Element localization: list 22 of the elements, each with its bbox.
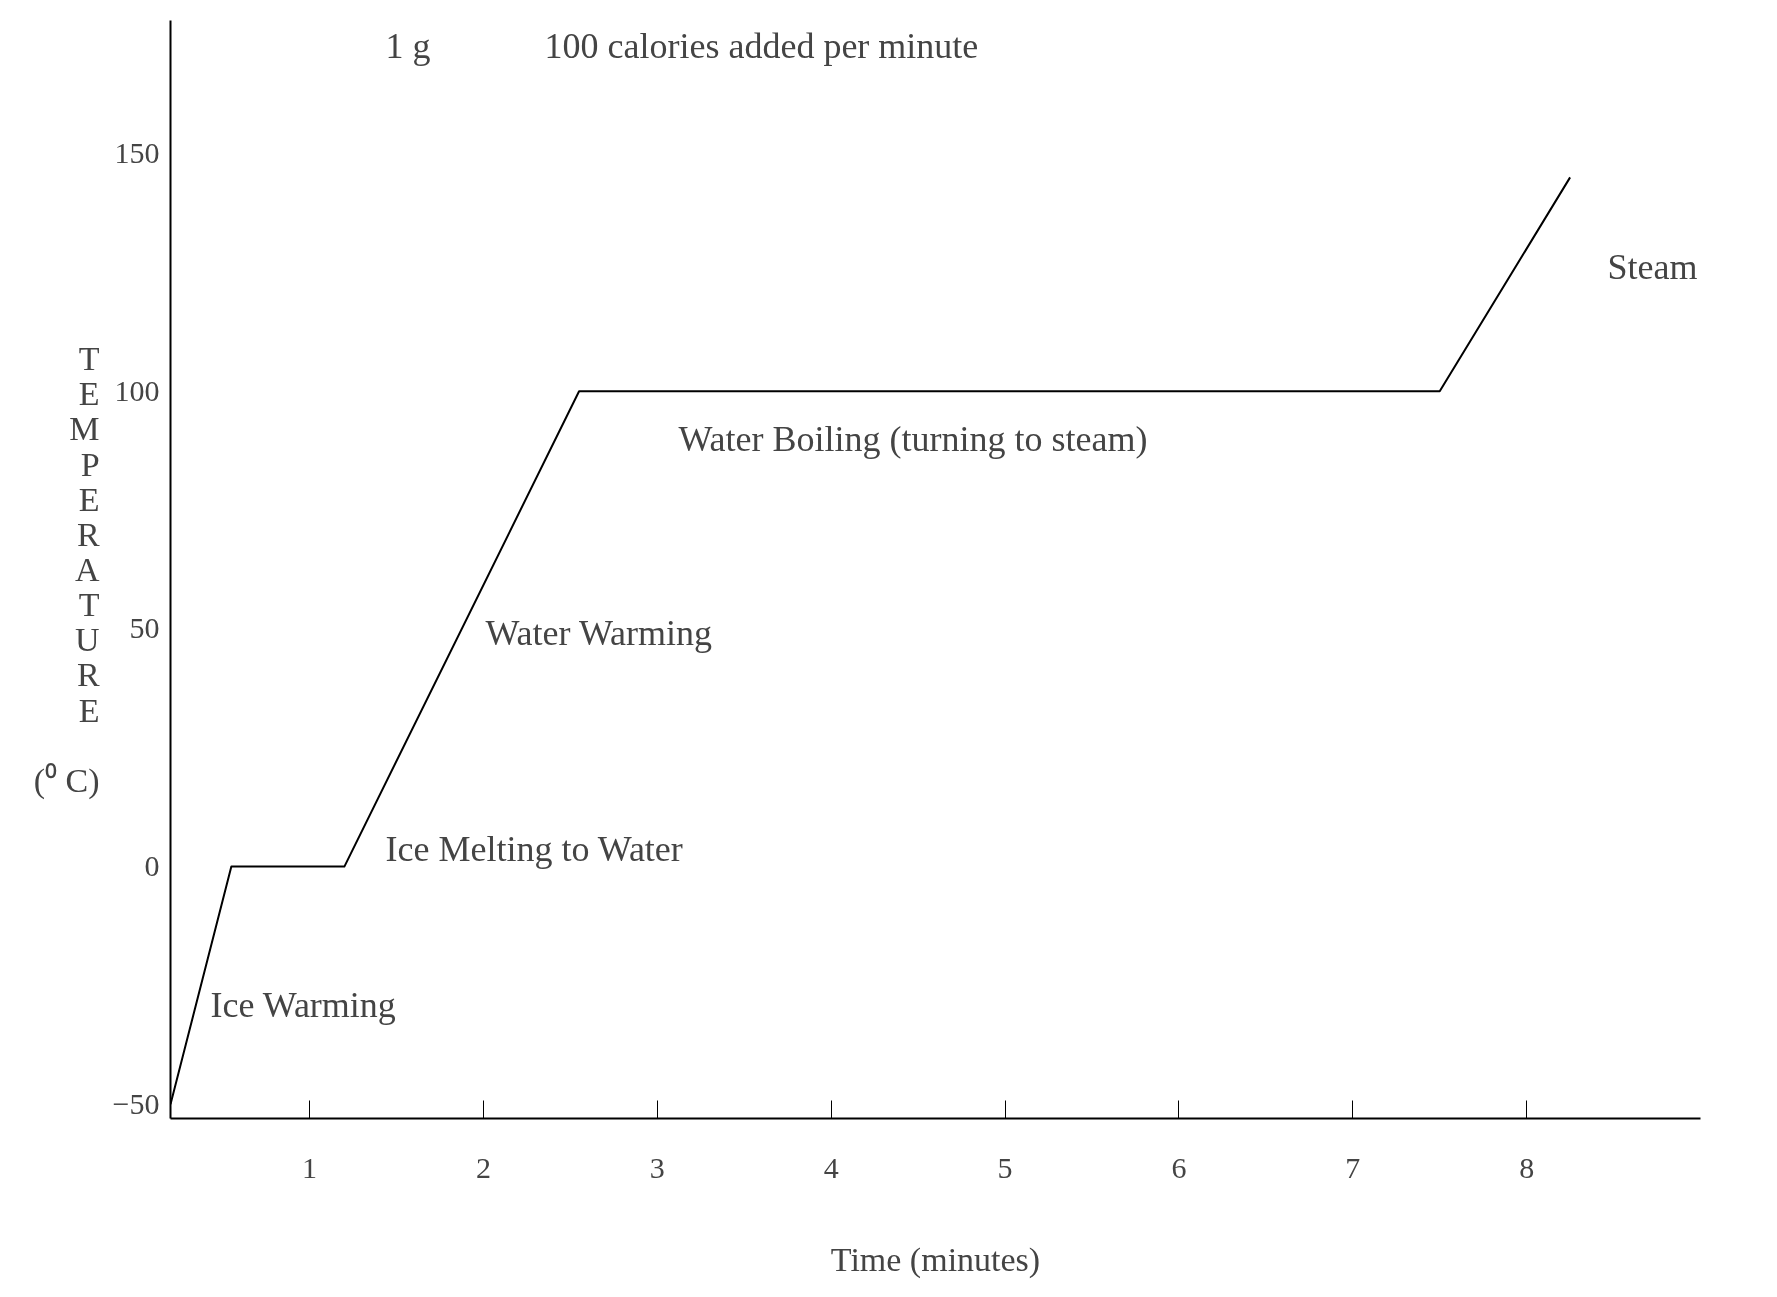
- y-tick-label: 0: [144, 849, 160, 883]
- annotation: 100 calories added per minute: [544, 25, 979, 66]
- x-axis-title: Time (minutes): [830, 1240, 1041, 1279]
- annotation: Steam: [1607, 246, 1698, 287]
- annotation: Ice Melting to Water: [385, 828, 683, 869]
- x-tick-label: 2: [475, 1150, 491, 1184]
- text: TEMPERATURE (⁰ C): [33, 340, 100, 799]
- x-tick-label: 4: [823, 1150, 839, 1184]
- annotation: Water Boiling (turning to steam): [678, 418, 1148, 459]
- y-tick-label: −50: [112, 1086, 160, 1120]
- x-tick-label: 6: [1171, 1150, 1187, 1184]
- y-tick-label: 100: [114, 373, 160, 407]
- x-tick-label: 5: [997, 1150, 1013, 1184]
- y-tick-label: 50: [129, 611, 160, 645]
- annotation: Water Warming: [485, 612, 712, 653]
- annotation: Ice Warming: [210, 984, 396, 1025]
- x-tick-label: 8: [1519, 1150, 1535, 1184]
- x-tick-label: 7: [1345, 1150, 1361, 1184]
- annotation: 1 g: [385, 25, 431, 66]
- y-tick-label: 150: [114, 136, 160, 170]
- x-tick-label: 1: [302, 1150, 318, 1184]
- x-tick-label: 3: [649, 1150, 665, 1184]
